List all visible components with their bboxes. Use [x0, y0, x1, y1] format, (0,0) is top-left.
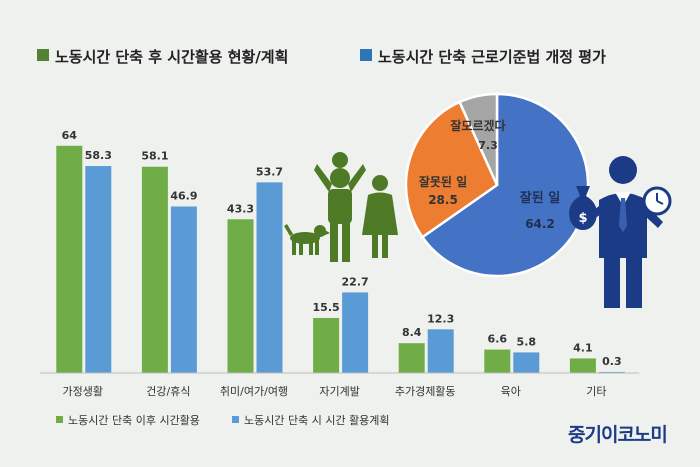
- data-label-plan-5: 5.8: [517, 335, 537, 348]
- bar-plan-2: [256, 182, 283, 373]
- data-label-plan-3: 22.7: [342, 275, 369, 288]
- brand-logo: 중기이코노미: [568, 424, 668, 446]
- bar-after-1: [141, 166, 168, 373]
- category-label-1: 건강/휴식: [146, 385, 190, 398]
- businessman-icon: [586, 156, 663, 308]
- bar-plan-3: [342, 292, 369, 373]
- category-label-4: 추가경제활동: [395, 384, 456, 398]
- bar-after-5: [484, 349, 511, 373]
- right-chart-title: 노동시간 단축 근로기준법 개정 평가: [378, 48, 606, 66]
- right-title-marker: [360, 49, 372, 61]
- data-label-after-0: 64: [62, 129, 78, 142]
- category-label-2: 취미/여가/여행: [220, 385, 288, 398]
- data-label-after-5: 6.6: [488, 333, 508, 346]
- bar-plan-6: [598, 371, 625, 373]
- pie-value-good: 64.2: [525, 217, 555, 231]
- legend-label-plan: 노동시간 단축 시 시간 활용계획: [244, 414, 390, 427]
- data-label-after-2: 43.3: [227, 202, 254, 215]
- data-label-plan-4: 12.3: [427, 312, 454, 325]
- pie-label-unknown: 잘모르겠다: [450, 118, 505, 133]
- data-label-after-6: 4.1: [573, 341, 593, 354]
- data-label-after-4: 8.4: [402, 326, 422, 339]
- bar-after-3: [313, 317, 340, 373]
- bar-after-6: [569, 358, 596, 373]
- left-chart-title: 노동시간 단축 후 시간활용 현황/계획: [55, 48, 289, 66]
- clock-icon: [642, 186, 672, 216]
- category-label-3: 자기계발: [319, 385, 359, 398]
- bar-after-2: [227, 219, 254, 373]
- pie-chart: 잘된 일 64.2 잘못된 일 28.5 잘모르겠다 7.3: [404, 92, 590, 278]
- bar-after-4: [398, 343, 425, 373]
- data-label-after-3: 15.5: [313, 301, 340, 314]
- legend-label-after: 노동시간 단축 이후 시간활용: [68, 414, 200, 427]
- category-label-6: 기타: [586, 385, 606, 398]
- bar-plan-5: [513, 352, 540, 373]
- pie-value-bad: 28.5: [428, 193, 458, 207]
- data-label-after-1: 58.1: [141, 150, 168, 163]
- data-label-plan-2: 53.7: [256, 165, 283, 178]
- family-illustration-icon: [314, 152, 398, 262]
- svg-text:$: $: [578, 211, 587, 226]
- bar-plan-4: [427, 329, 454, 373]
- category-label-0: 가정생활: [63, 384, 103, 398]
- bar-after-0: [56, 145, 83, 373]
- pie-label-bad: 잘못된 일: [419, 174, 467, 189]
- data-label-plan-0: 58.3: [85, 149, 112, 162]
- bar-plan-0: [85, 166, 112, 373]
- pie-value-unknown: 7.3: [478, 139, 498, 152]
- pie-slice-unknown: [457, 92, 499, 186]
- legend-swatch-plan: [232, 416, 239, 423]
- bar-plan-1: [170, 206, 197, 373]
- data-label-plan-6: 0.3: [602, 355, 622, 368]
- data-label-plan-1: 46.9: [170, 190, 197, 203]
- left-title-marker: [37, 49, 49, 61]
- money-bag-icon: $: [569, 186, 597, 230]
- pie-label-good: 잘된 일: [520, 191, 560, 206]
- dog-icon: [284, 224, 330, 255]
- legend-swatch-after: [56, 416, 63, 423]
- category-label-5: 육아: [501, 385, 521, 398]
